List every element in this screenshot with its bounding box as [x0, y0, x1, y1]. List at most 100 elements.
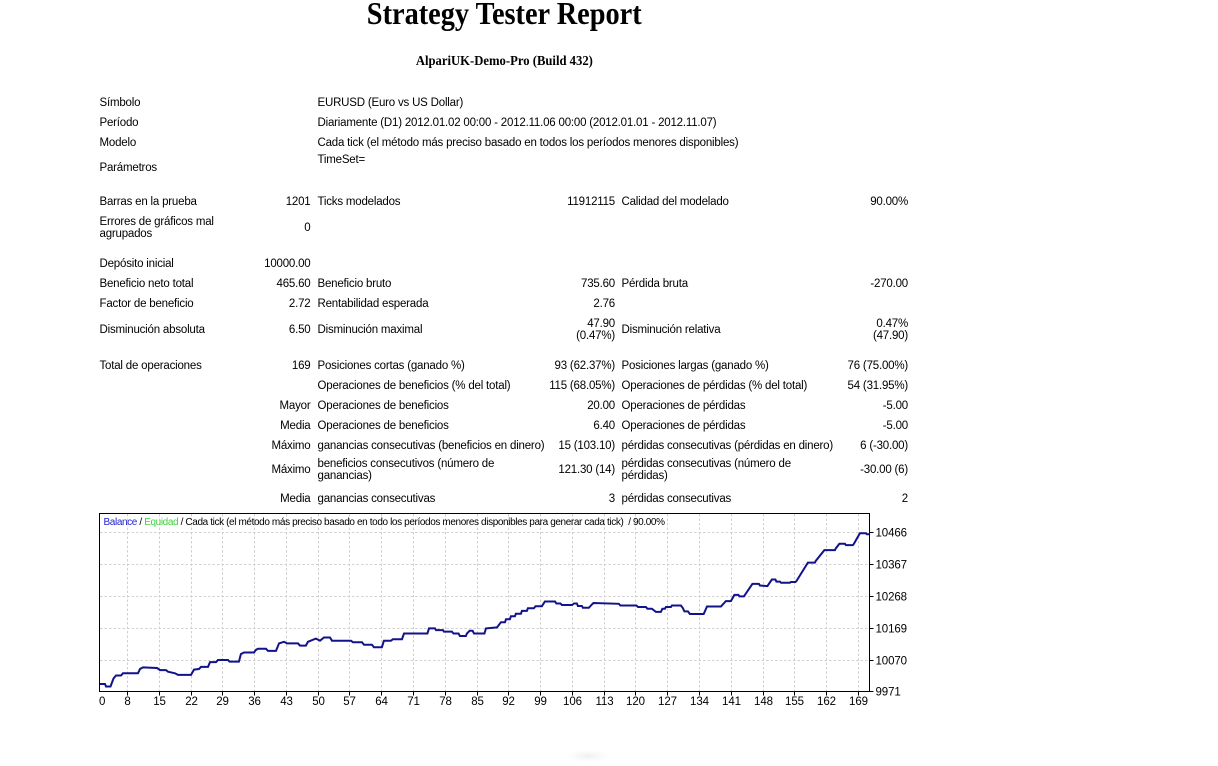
report-subtitle: AlpariUK-Demo-Pro (Build 432): [415, 52, 593, 68]
table-row: Máximo ganancias consecutivas (beneficios…: [100, 436, 909, 456]
stat-value: 3: [608, 493, 615, 505]
stat-label: Operaciones de beneficios (% del total): [317, 380, 511, 392]
table-row: Mayor Operaciones de beneficios 20.00 Opera…: [100, 396, 909, 416]
stat-label: Barras en la prueba: [99, 195, 197, 208]
stat-label: TimeSet=: [317, 154, 366, 166]
x-axis-label: 50: [312, 696, 325, 708]
stat-value: 54 (31.95%): [847, 380, 909, 392]
stat-value: 2: [901, 493, 908, 505]
x-axis-label: 106: [563, 696, 582, 708]
legend-model-quality-text: / Cada tick (el método más preciso basad…: [178, 517, 665, 528]
x-axis-label: 141: [722, 696, 741, 708]
stat-label: Operaciones de beneficios: [317, 400, 449, 412]
table-row: Símbolo EURUSD (Euro vs US Dollar): [100, 93, 909, 113]
table-row: Parámetros TimeSet=: [100, 154, 909, 182]
chart-ticks: [127, 532, 874, 696]
table-row: Barras en la prueba 1201 Ticks modelados 11…: [100, 192, 909, 212]
stat-label: Símbolo: [99, 97, 141, 109]
stat-label: Total de operaciones: [99, 360, 202, 372]
stat-value: 15 (103.10): [558, 440, 615, 452]
stat-label: Calidad del modelado: [621, 195, 729, 208]
stat-value: 6 (-30.00): [860, 440, 908, 452]
stat-label: Cada tick (el método más preciso basado …: [317, 137, 739, 149]
stat-label: Beneficio bruto: [317, 278, 392, 290]
x-axis-label: 57: [343, 696, 356, 708]
table-row: Media Operaciones de beneficios 6.40 Operac…: [100, 416, 909, 436]
stat-value: -30.00 (6): [860, 464, 908, 476]
stat-value: Máximo: [271, 464, 311, 476]
stat-label: Depósito inicial: [99, 258, 174, 270]
x-axis-label: 43: [280, 696, 293, 708]
stat-value: 93 (62.37%): [554, 360, 616, 372]
stat-value: 2.76: [593, 298, 615, 310]
x-axis-label: 29: [216, 696, 229, 708]
x-axis-label: 64: [375, 696, 388, 708]
stat-label: Operaciones de pérdidas: [621, 400, 746, 412]
stat-value: 10000.00: [264, 258, 311, 270]
page-title: Strategy Tester Report: [366, 0, 642, 31]
stat-label: Beneficio neto total: [99, 278, 194, 290]
legend-equity-label: Equidad: [144, 517, 178, 528]
stat-label: Operaciones de beneficios: [317, 420, 449, 432]
stat-label: Diariamente (D1) 2012.01.02 00:00 - 2012…: [317, 117, 717, 129]
x-axis-label: 71: [407, 696, 420, 708]
table-row: Disminución absoluta 6.50 Disminución maxi…: [100, 317, 909, 343]
stat-label: beneficios consecutivos (número de ganan…: [317, 458, 495, 482]
stat-value: Media: [280, 493, 311, 505]
stat-label: Parámetros: [99, 162, 158, 174]
stat-value: 115 (68.05%): [549, 380, 615, 392]
stat-value: 169: [291, 360, 311, 372]
stat-label: Disminución maximal: [317, 324, 423, 336]
x-axis-label: 85: [471, 696, 484, 708]
stat-value: -5.00: [882, 400, 908, 412]
y-axis-label: 10466: [876, 528, 907, 540]
stat-value: 2.72: [288, 298, 311, 310]
y-axis-label: 10268: [876, 592, 907, 604]
stat-label: pérdidas consecutivas: [621, 493, 732, 505]
table-row: Operaciones de beneficios (% del total) 1…: [100, 376, 909, 396]
chart-border: [99, 513, 870, 692]
x-axis-label: 78: [439, 696, 452, 708]
table-row: Errores de gráficos mal agrupados 0: [100, 212, 909, 244]
x-axis-label: 155: [785, 696, 804, 708]
stat-value: 20.00: [587, 400, 615, 412]
x-axis-label: 120: [626, 696, 645, 708]
y-axis-label: 9971: [876, 687, 901, 699]
x-axis-label: 134: [690, 696, 710, 708]
stat-label: Pérdida bruta: [621, 278, 689, 290]
stat-label: ganancias consecutivas (beneficios en di…: [317, 440, 545, 452]
chart-plot-background: [99, 513, 870, 692]
stat-label: Operaciones de pérdidas (% del total): [621, 380, 808, 392]
stat-value: 121.30 (14): [558, 464, 615, 476]
table-row: Total de operaciones 169 Posiciones cortas…: [100, 356, 909, 376]
x-axis-label: 99: [534, 696, 547, 708]
balance-chart: 10466 10367 10268 10169 10070 9971 0 8 15 22 29 36 4…: [95, 512, 918, 710]
stat-label: Disminución absoluta: [99, 324, 206, 336]
stat-value: 6.40: [593, 420, 615, 432]
x-axis-label: 36: [248, 696, 261, 708]
table-row: Máximo beneficios consecutivos (número de…: [100, 455, 909, 485]
x-axis-label: 127: [658, 696, 677, 708]
stat-value: Media: [280, 420, 311, 432]
x-axis-label: 8: [124, 696, 130, 708]
stat-label: Ticks modelados: [317, 195, 401, 208]
balance-line: [99, 532, 870, 688]
page-bottom-artifact: [566, 750, 610, 762]
stat-label: Rentabilidad esperada: [317, 298, 429, 310]
stat-value: 0: [304, 222, 311, 234]
table-row: Factor de beneficio 2.72 Rentabilidad espe…: [100, 294, 909, 314]
x-axis-label: 169: [849, 696, 868, 708]
stat-label: Errores de gráficos mal agrupados: [99, 216, 214, 240]
legend-separator: /: [137, 517, 144, 528]
x-axis-label: 113: [595, 696, 613, 708]
x-axis-label: 148: [754, 696, 773, 708]
stat-value: 47.90 (0.47%): [576, 318, 615, 342]
stat-value: -5.00: [882, 420, 908, 432]
x-axis-label: 0: [99, 696, 105, 708]
stat-value: 11912115: [567, 195, 615, 208]
stat-value: 735.60: [581, 278, 615, 290]
x-axis-label: 22: [185, 696, 198, 708]
stat-value: Máximo: [271, 440, 311, 452]
